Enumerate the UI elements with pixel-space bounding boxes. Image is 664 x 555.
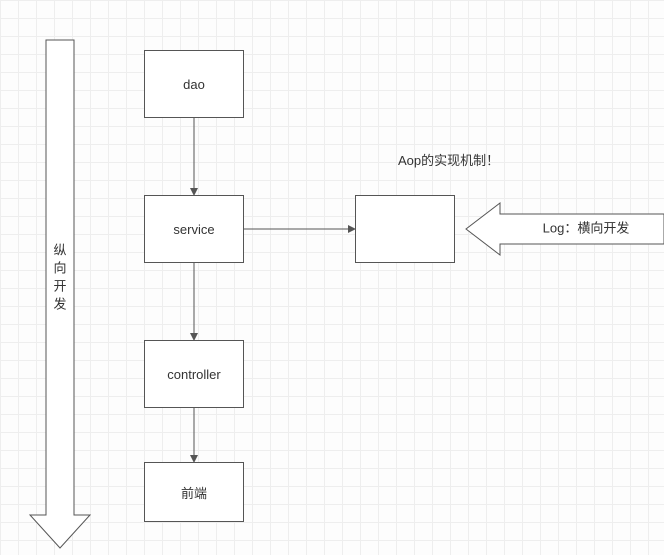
arrow-layer: 纵向开发 Log：横向开发 (0, 0, 664, 555)
node-dao: dao (144, 50, 244, 118)
vertical-dev-label: 纵向开发 (53, 243, 66, 312)
node-service: service (144, 195, 244, 263)
vertical-dev-arrow (30, 40, 90, 548)
node-dao-label: dao (183, 77, 205, 92)
aop-caption: Aop的实现机制！ (398, 150, 499, 169)
node-aop-box (355, 195, 455, 263)
node-frontend: 前端 (144, 462, 244, 522)
aop-caption-text: Aop的实现机制！ (398, 153, 499, 168)
node-service-label: service (173, 222, 214, 237)
horizontal-log-label: Log：横向开发 (543, 220, 630, 235)
node-frontend-label: 前端 (181, 483, 207, 502)
node-controller-label: controller (167, 367, 220, 382)
horizontal-log-arrow (466, 203, 664, 255)
node-controller: controller (144, 340, 244, 408)
